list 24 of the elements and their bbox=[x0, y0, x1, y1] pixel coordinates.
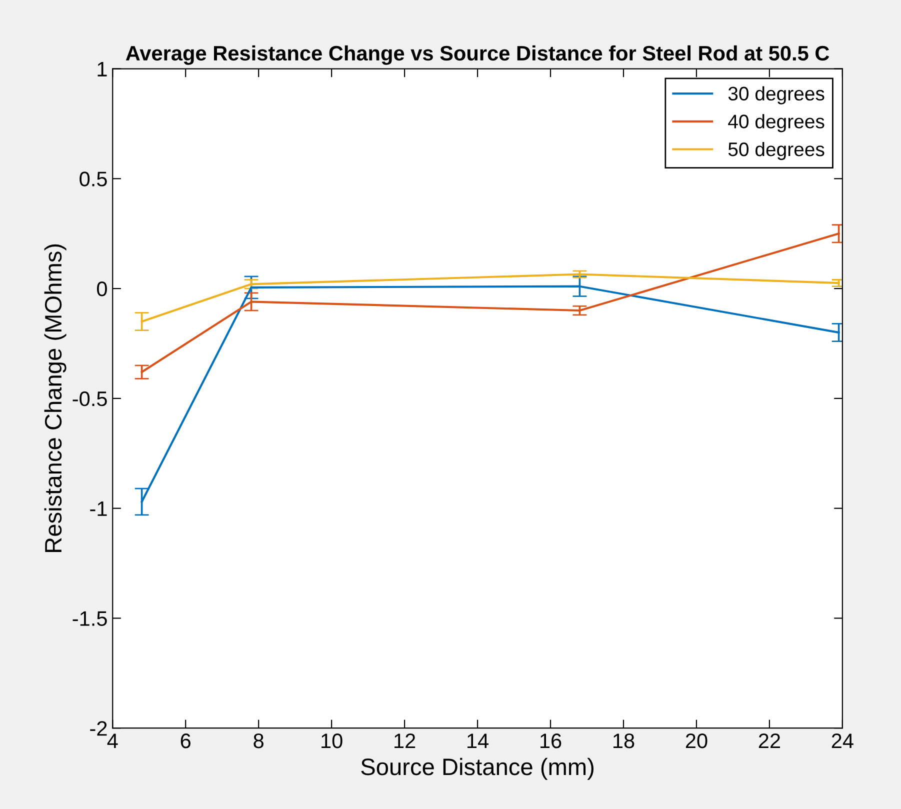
x-tick-label: 14 bbox=[468, 734, 489, 748]
y-tick-label: -2 bbox=[90, 721, 107, 736]
x-tick-label: 20 bbox=[686, 734, 708, 748]
legend-label: 50 degrees bbox=[728, 142, 824, 160]
y-tick-label: -1.5 bbox=[72, 611, 107, 626]
x-tick-label: 6 bbox=[180, 734, 190, 748]
x-tick-label: 18 bbox=[613, 734, 634, 748]
x-tick-label: 24 bbox=[832, 734, 854, 748]
x-axis-title: Source Distance (mm) bbox=[361, 758, 594, 780]
x-tick-label: 4 bbox=[107, 734, 118, 748]
y-tick-label: 1 bbox=[98, 62, 107, 76]
legend-label: 40 degrees bbox=[728, 114, 824, 132]
y-tick-label: -0.5 bbox=[72, 391, 107, 406]
x-tick-label: 10 bbox=[322, 734, 342, 748]
x-tick-label: 16 bbox=[540, 734, 562, 748]
chart-title: Average Resistance Change vs Source Distance for Steel Rod at 50.5 C bbox=[126, 45, 830, 65]
y-tick-label: -1 bbox=[90, 502, 107, 516]
x-tick-label: 8 bbox=[254, 734, 264, 748]
y-tick-label: 0.5 bbox=[80, 172, 107, 186]
y-tick-label: 0 bbox=[96, 282, 107, 296]
legend-label: 30 degrees bbox=[728, 86, 824, 104]
x-tick-label: 22 bbox=[758, 734, 780, 748]
x-tick-label: 12 bbox=[394, 734, 416, 748]
y-axis-title: Resistance Change (MOhms) bbox=[44, 244, 66, 552]
